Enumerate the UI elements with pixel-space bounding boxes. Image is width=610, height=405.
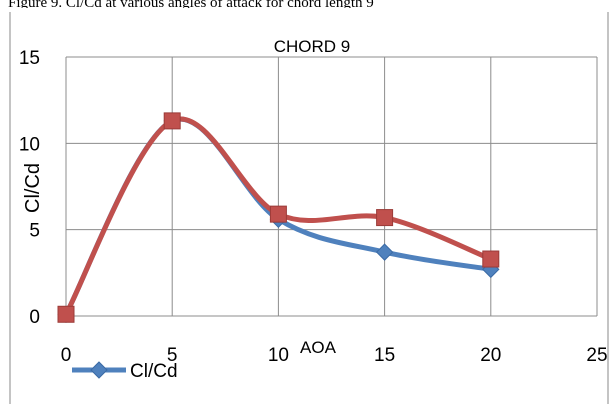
series-2-point-4 <box>482 250 500 268</box>
x-tick-label: 20 <box>480 345 501 366</box>
x-tick-label: 10 <box>268 345 289 366</box>
series-2-line <box>63 116 494 317</box>
x-tick-label: 0 <box>61 345 72 366</box>
legend-marker <box>90 361 108 379</box>
x-tick-label: 15 <box>374 345 395 366</box>
series-2-point-3 <box>376 209 394 227</box>
x-tick-label: 25 <box>586 345 607 366</box>
caption-fragment: Figure 9. Cl/Cd at various angles of att… <box>8 0 374 8</box>
x-axis-label: AOA <box>300 338 337 357</box>
series-2-point-2 <box>269 205 287 223</box>
chart-title: CHORD 9 <box>274 37 351 56</box>
y-tick-label: 0 <box>29 307 40 328</box>
y-axis-label: Cl/Cd <box>22 163 44 213</box>
y-tick-label: 15 <box>19 48 40 69</box>
y-tick-label: 10 <box>19 134 40 155</box>
x-tick-label: 5 <box>167 345 178 366</box>
series-2-point-1 <box>163 112 181 130</box>
series-1-point-3 <box>375 243 394 261</box>
legend-label: Cl/Cd <box>130 361 178 382</box>
series-2-point-0 <box>57 305 75 323</box>
y-tick-label: 5 <box>29 221 40 242</box>
